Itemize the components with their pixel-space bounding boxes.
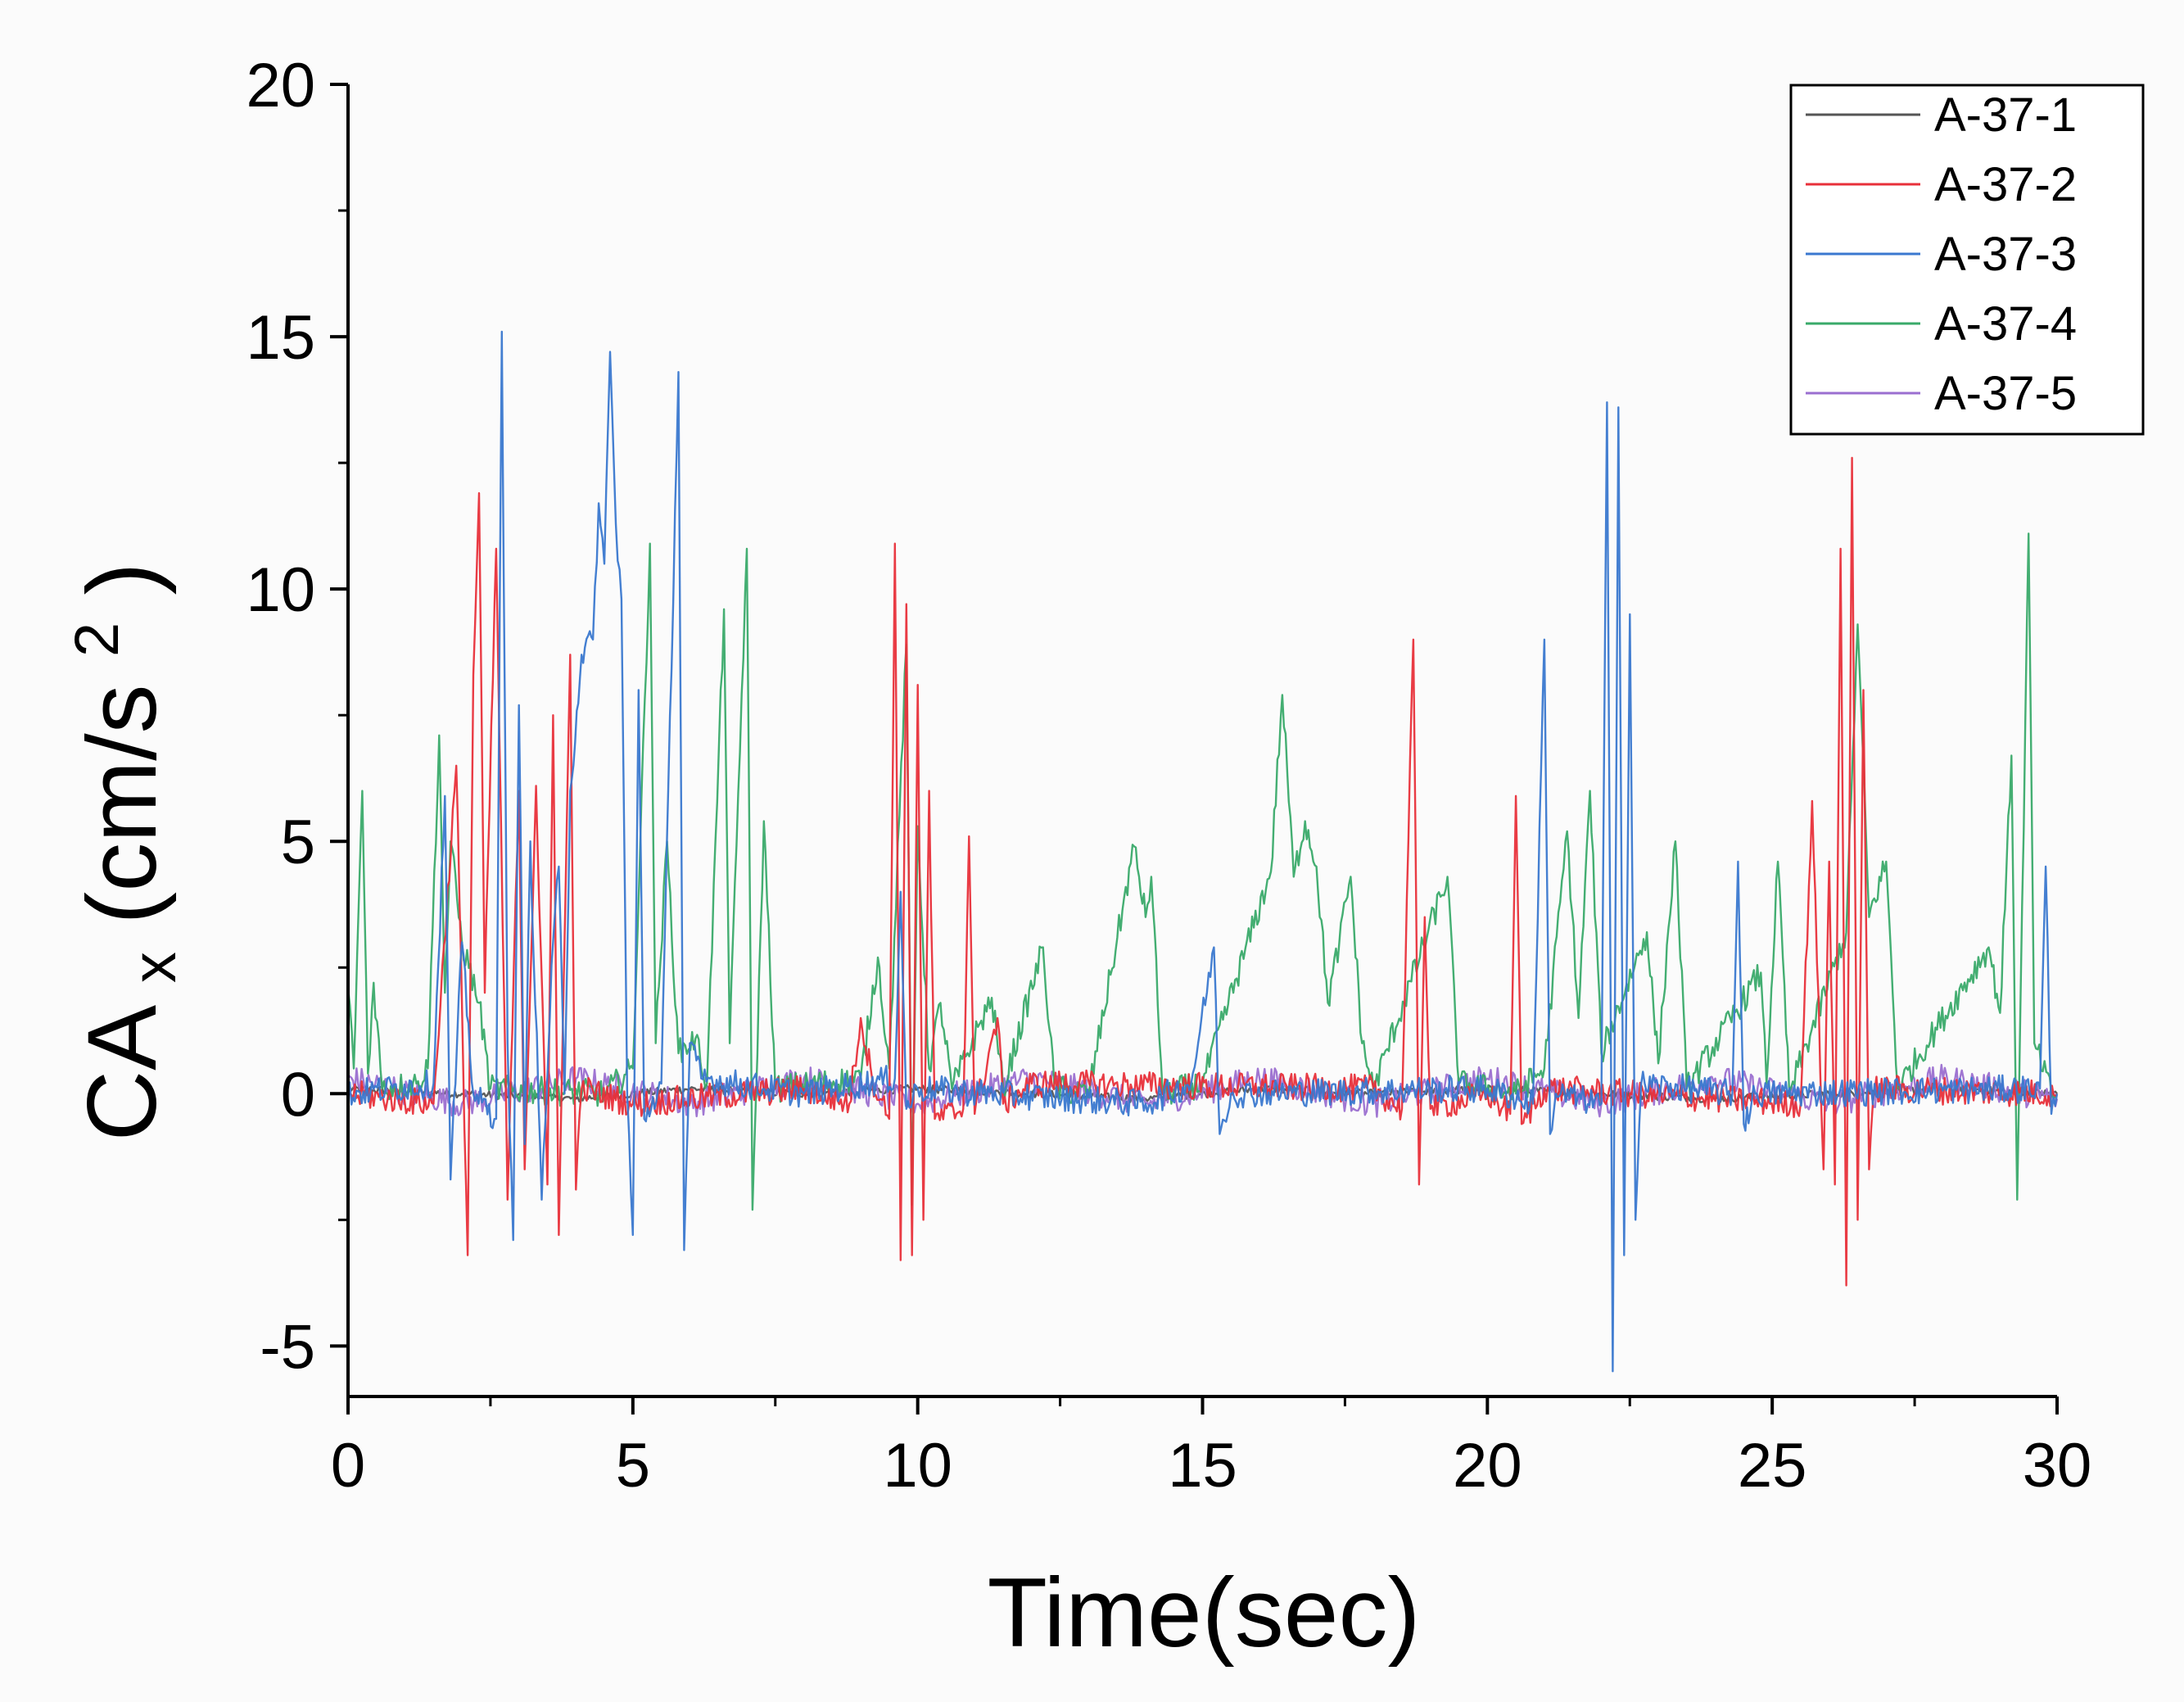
- y-axis-title-main: CA: [67, 1005, 177, 1142]
- y-axis-title-unit-open: (cm/s: [67, 684, 177, 924]
- x-tick-label-10: 10: [883, 1431, 952, 1501]
- y-tick-label-5: 5: [281, 808, 315, 877]
- legend-label-A-37-2: A-37-2: [1934, 158, 2077, 211]
- y-axis-title: CA x (cm/s 2 ): [29, 563, 197, 1142]
- series-line-A-37-3: [346, 330, 2059, 1373]
- legend-label-A-37-3: A-37-3: [1934, 228, 2077, 281]
- y-tick-label-15: 15: [246, 303, 315, 373]
- x-tick-label-5: 5: [616, 1431, 650, 1501]
- x-tick-label-15: 15: [1168, 1431, 1237, 1501]
- y-tick-label-20: 20: [246, 51, 315, 120]
- legend-label-A-37-5: A-37-5: [1934, 367, 2077, 420]
- legend-label-A-37-4: A-37-4: [1934, 297, 2077, 351]
- x-axis-title: Time(sec): [988, 1558, 1421, 1668]
- y-tick-label-0: 0: [281, 1060, 315, 1129]
- x-tick-label-30: 30: [2023, 1431, 2092, 1501]
- series-line-A-37-2: [347, 456, 2058, 1287]
- x-tick-label-25: 25: [1738, 1431, 1807, 1501]
- y-tick-label--5: -5: [260, 1312, 315, 1382]
- y-axis-title-superscript: 2: [62, 622, 132, 657]
- legend-box: [1789, 84, 2145, 436]
- y-axis-title-subscript: x: [120, 952, 189, 983]
- series-layer: [346, 330, 2059, 1373]
- legend-label-A-37-1: A-37-1: [1934, 88, 2077, 142]
- series-line-A-37-5: [347, 1063, 2059, 1118]
- x-tick-label-0: 0: [331, 1431, 365, 1501]
- y-tick-label-10: 10: [246, 555, 315, 625]
- legend-entries: A-37-1 A-37-2 A-37-3 A-37-4 A-37-5: [1806, 88, 2077, 420]
- x-tick-label-20: 20: [1453, 1431, 1522, 1501]
- y-axis-title-unit-close: ): [67, 563, 177, 595]
- legend: A-37-1 A-37-2 A-37-3 A-37-4 A-37-5: [1789, 84, 2145, 436]
